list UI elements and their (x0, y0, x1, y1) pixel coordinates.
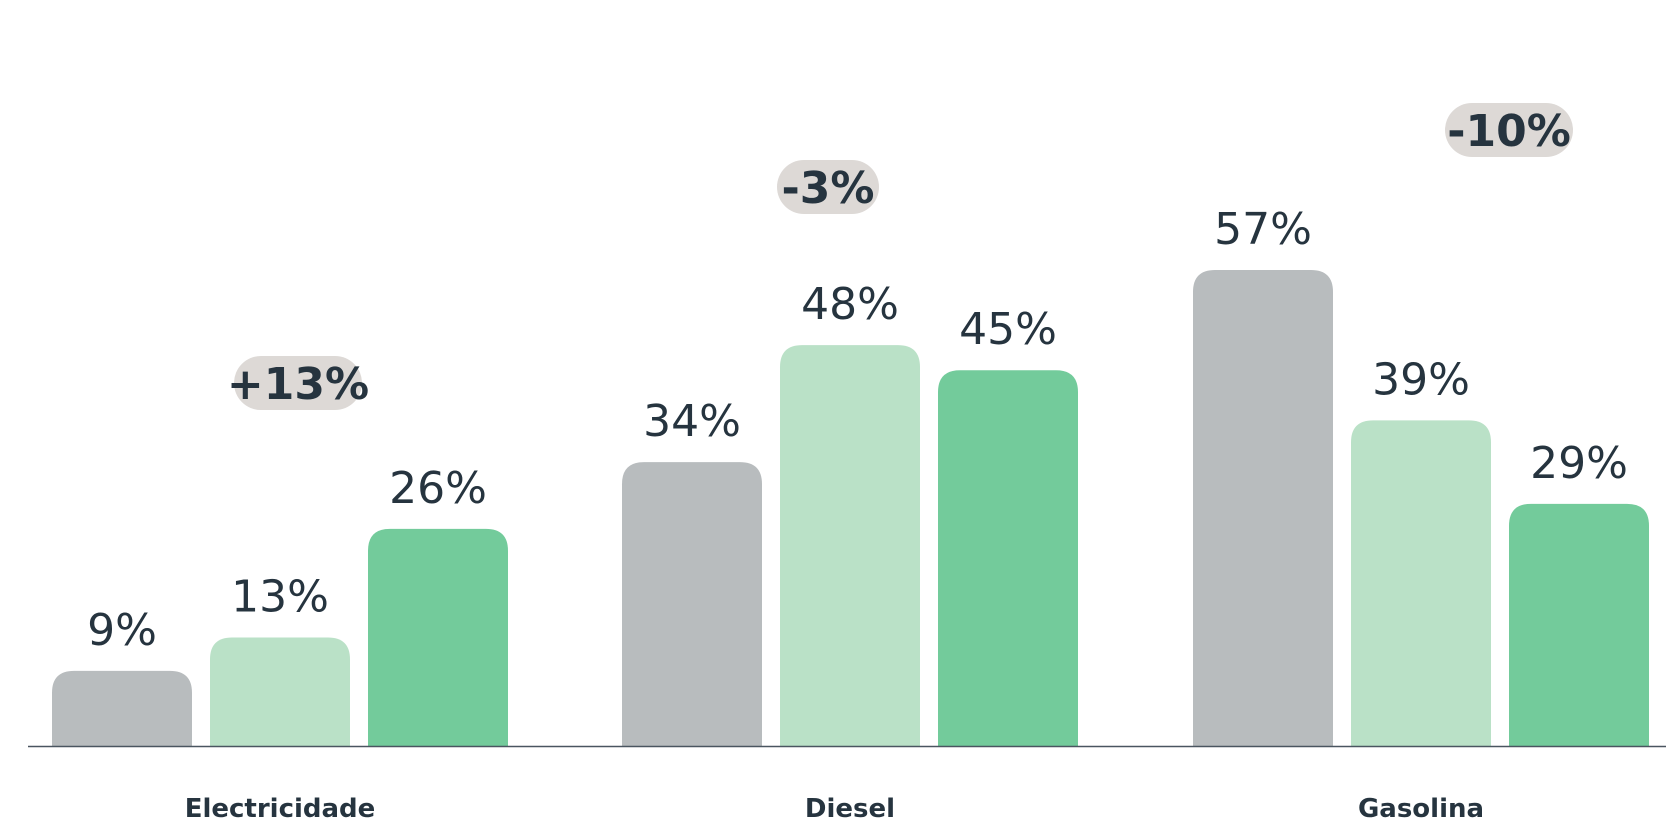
bar-gasolina-3 (1509, 503, 1649, 746)
delta-badge-text: +13% (227, 359, 369, 410)
bar-gasolina-1 (1193, 270, 1333, 746)
value-label-diesel-2: 48% (801, 279, 899, 330)
value-label-electricidade-2: 13% (231, 571, 329, 622)
bar-electricidade-1 (52, 670, 192, 746)
delta-badge-background (777, 160, 879, 214)
category-label-diesel: Diesel (805, 794, 895, 824)
value-label-diesel-1: 34% (643, 396, 741, 447)
delta-badge-diesel: -3% (777, 160, 879, 214)
delta-badges-layer: +13% -3% -10% (227, 103, 1573, 410)
delta-badge-gasolina: -10% (1445, 103, 1573, 157)
value-labels-layer: 9% 13% 26% 34% 48% 45% 57% 39% 29% (87, 204, 1628, 656)
delta-badge-electricidade: +13% (227, 356, 369, 410)
delta-badge-text: -3% (782, 163, 875, 214)
delta-badge-background (234, 356, 362, 410)
value-label-electricidade-1: 9% (87, 605, 157, 656)
bar-electricidade-2 (210, 637, 350, 746)
value-label-gasolina-2: 39% (1372, 354, 1470, 405)
category-labels-layer: Electricidade Diesel Gasolina (185, 794, 1484, 824)
value-label-diesel-3: 45% (959, 304, 1057, 355)
bar-diesel-3 (938, 370, 1078, 746)
bar-diesel-2 (780, 345, 920, 746)
category-label-gasolina: Gasolina (1358, 794, 1484, 824)
bar-gasolina-2 (1351, 420, 1491, 746)
value-label-electricidade-3: 26% (389, 463, 487, 514)
bar-electricidade-3 (368, 528, 508, 746)
bars-layer (52, 270, 1649, 746)
delta-badge-background (1445, 103, 1573, 157)
bar-diesel-1 (622, 462, 762, 746)
value-label-gasolina-1: 57% (1214, 204, 1312, 255)
value-label-gasolina-3: 29% (1530, 438, 1628, 489)
delta-badge-text: -10% (1447, 106, 1571, 157)
category-label-electricidade: Electricidade (185, 794, 376, 824)
